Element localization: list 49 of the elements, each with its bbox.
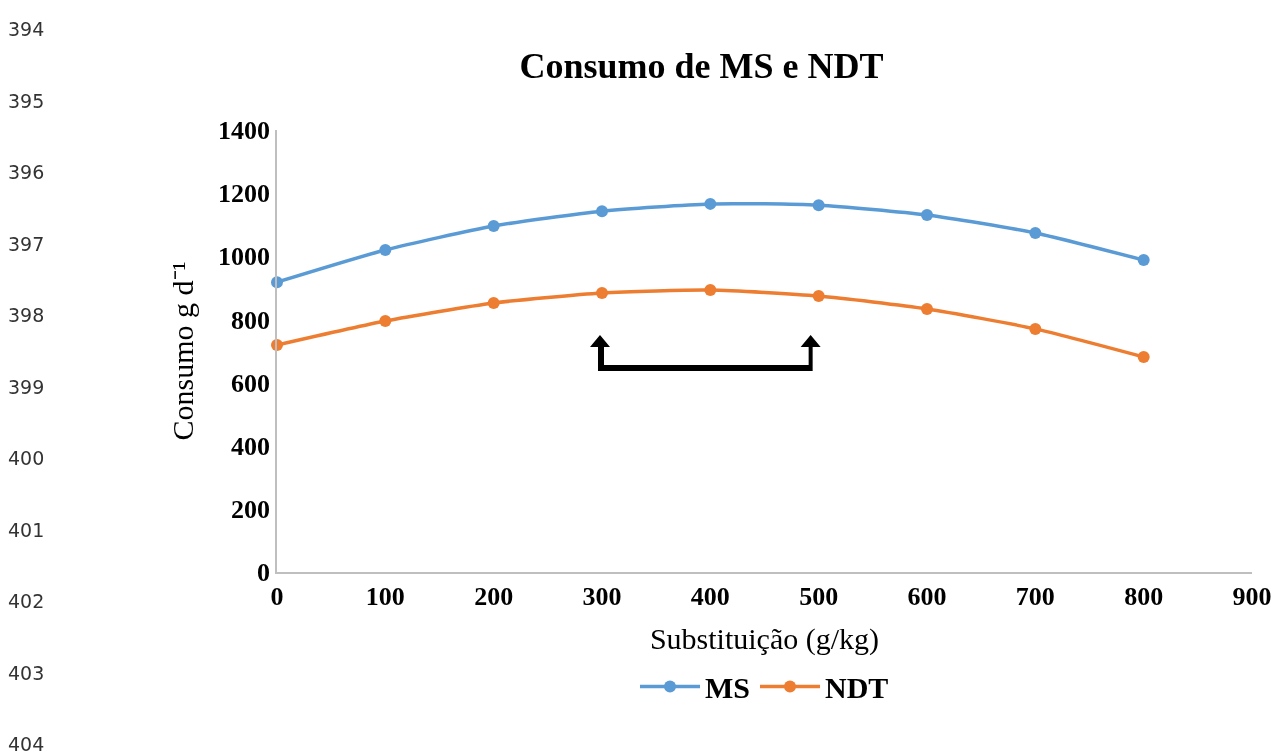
text: 399: [8, 375, 45, 398]
text: 398: [8, 304, 45, 326]
y-tick-label: 0: [257, 558, 271, 588]
text: 400: [8, 447, 45, 469]
x-tick-label: 100: [365, 581, 405, 611]
point: [487, 219, 500, 232]
point: [704, 284, 717, 297]
point: [487, 297, 500, 309]
x-tick-label: 700: [1015, 581, 1055, 611]
y-tick-label: 400: [231, 431, 271, 461]
point: [1029, 226, 1042, 239]
text: 397: [8, 232, 45, 255]
y-tick-label: 200: [231, 494, 271, 524]
legend-label: MS: [705, 671, 750, 705]
text: 395: [8, 89, 45, 112]
x-tick-label: 300: [582, 581, 622, 611]
point: [921, 208, 933, 221]
x-tick-label: 600: [907, 581, 947, 611]
point: [379, 243, 392, 256]
legend-label: NDT: [825, 671, 889, 705]
text: 403: [8, 661, 45, 684]
y-tick-label: 600: [231, 368, 271, 398]
text: 401: [8, 518, 45, 541]
y-tick-label: 800: [231, 305, 271, 335]
point: [1029, 322, 1042, 335]
point: [1137, 351, 1150, 363]
text: 404: [8, 733, 45, 754]
point: [596, 286, 608, 299]
chart-title: Consumo de MS e NDT: [519, 45, 884, 86]
point: [921, 303, 933, 315]
point: [812, 199, 825, 212]
y-tick-label: 1400: [218, 116, 271, 146]
point: [596, 205, 608, 218]
point: [1137, 254, 1150, 267]
y-tick-label: 1200: [218, 179, 271, 209]
x-tick-label: 800: [1124, 581, 1164, 611]
y-axis-title: Consumo g d⁻¹: [165, 261, 199, 441]
x-tick-label: 900: [1232, 581, 1272, 611]
point: [704, 197, 717, 210]
x-axis-title: Substituição (g/kg): [649, 621, 880, 656]
x-tick-label: 400: [690, 581, 730, 611]
point: [379, 315, 392, 327]
y-tick-label: 1000: [218, 242, 271, 272]
x-tick-label: 500: [799, 581, 839, 611]
point: [812, 290, 825, 303]
text: 396: [8, 161, 45, 183]
text: 394: [8, 18, 45, 40]
text: 402: [8, 590, 45, 612]
x-tick-label: 200: [474, 581, 514, 611]
